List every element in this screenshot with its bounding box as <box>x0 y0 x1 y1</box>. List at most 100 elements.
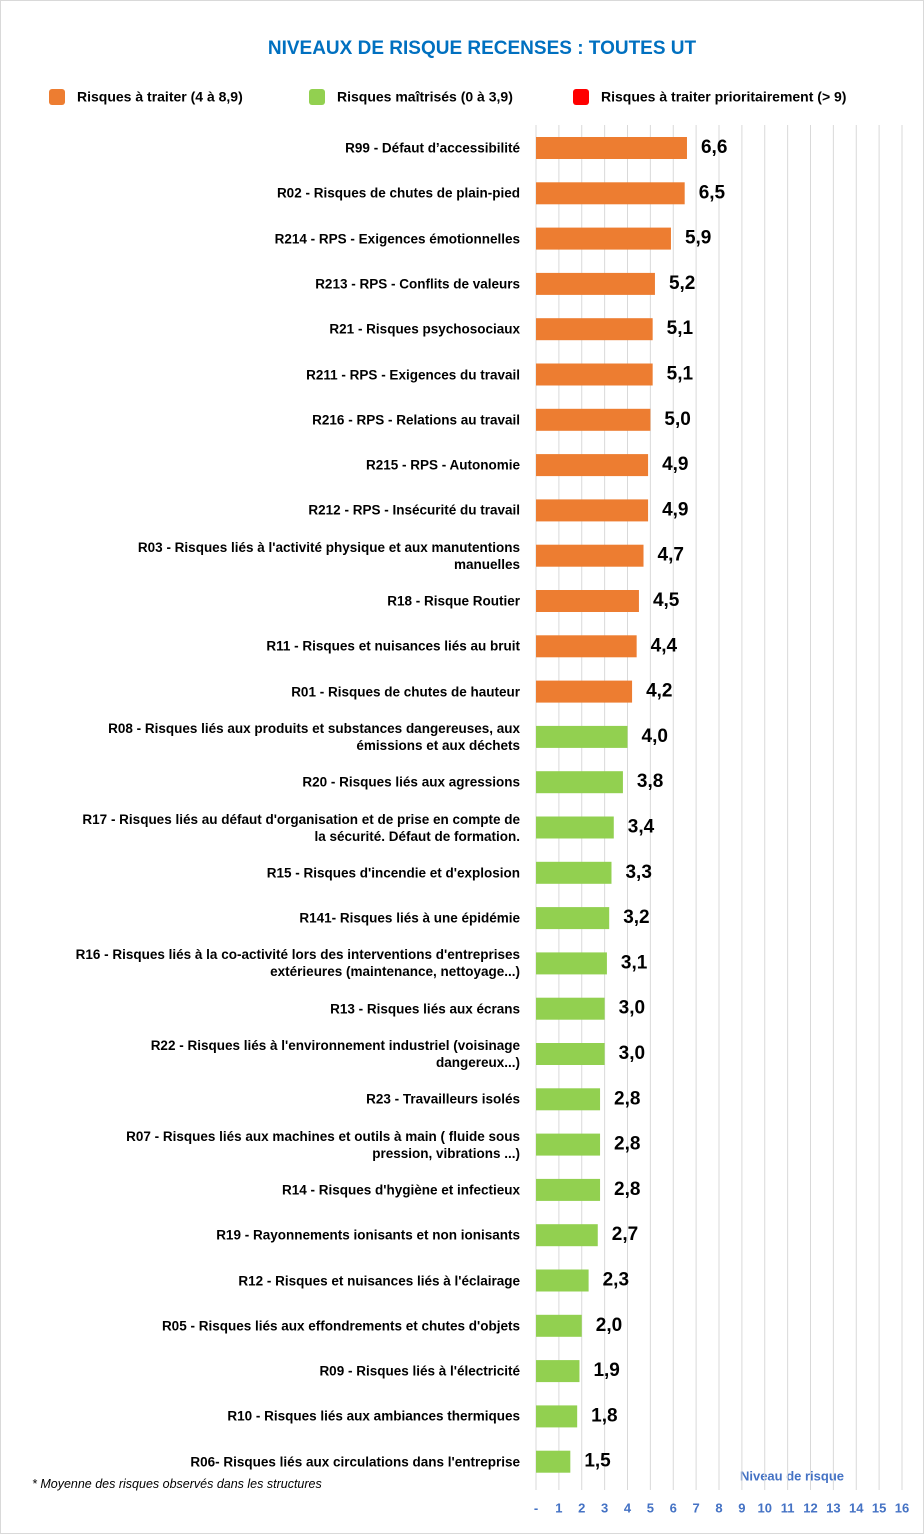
y-tick-label: R21 - Risques psychosociaux <box>329 321 520 337</box>
bar <box>536 952 607 975</box>
bar <box>536 499 649 522</box>
data-label: 2,0 <box>596 1315 622 1336</box>
y-tick-label: R15 - Risques d'incendie et d'explosion <box>266 865 520 881</box>
legend-swatch <box>49 89 65 105</box>
y-tick-label: R99 - Défaut d’accessibilité <box>345 140 520 156</box>
data-label: 3,8 <box>637 771 663 792</box>
bar <box>536 1314 582 1337</box>
data-label: 3,4 <box>628 817 655 838</box>
bar <box>536 1043 605 1065</box>
legend-label: Risques à traiter prioritairement (> 9) <box>601 89 846 105</box>
x-tick-label: 11 <box>781 1500 795 1515</box>
bar <box>536 544 644 567</box>
data-label: 4,0 <box>642 726 668 747</box>
bar <box>536 1269 589 1292</box>
y-tick-label: R22 - Risques liés à l'environnement ind… <box>150 1038 520 1070</box>
x-tick-label: 10 <box>758 1500 772 1515</box>
y-tick-label: R19 - Rayonnements ionisants et non ioni… <box>216 1227 520 1243</box>
data-label: 4,4 <box>651 635 678 656</box>
data-label: 1,5 <box>584 1451 611 1472</box>
y-tick-label: R213 - RPS - Conflits de valeurs <box>315 276 520 292</box>
bar <box>536 771 623 794</box>
y-tick-label: R23 - Travailleurs isolés <box>366 1091 520 1107</box>
x-tick-label: 7 <box>693 1500 700 1515</box>
bar <box>536 1450 571 1473</box>
bar <box>536 725 628 748</box>
x-tick-label: 16 <box>895 1500 909 1515</box>
bar <box>536 997 605 1020</box>
y-tick-label: R18 - Risque Routier <box>387 593 520 609</box>
bar <box>536 454 649 477</box>
y-tick-label: R216 - RPS - Relations au travail <box>312 412 520 428</box>
data-label: 5,1 <box>667 364 694 385</box>
y-tick-label: R06- Risques liés aux circulations dans … <box>190 1454 520 1470</box>
bar <box>536 182 685 205</box>
footnote: * Moyenne des risques observés dans les … <box>32 1477 322 1491</box>
data-label: 2,8 <box>614 1088 640 1109</box>
data-label: 2,8 <box>614 1179 640 1200</box>
bar <box>536 1224 598 1247</box>
data-label: 4,9 <box>662 499 688 520</box>
data-label: 5,2 <box>669 273 695 294</box>
bar <box>536 590 639 612</box>
y-tick-label: R17 - Risques liés au défaut d'organisat… <box>82 811 520 844</box>
data-label: 4,2 <box>646 681 672 702</box>
y-tick-label: R01 - Risques de chutes de hauteur <box>291 684 520 700</box>
bar <box>536 1133 601 1156</box>
bar <box>536 907 610 930</box>
y-tick-label: R09 - Risques liés à l'électricité <box>319 1363 520 1379</box>
data-label: 6,6 <box>701 137 727 158</box>
bar <box>536 680 633 703</box>
data-label: 2,3 <box>603 1270 629 1291</box>
x-axis-label: Niveau de risque <box>740 1468 844 1483</box>
data-label: 1,8 <box>591 1405 617 1426</box>
x-tick-label: 13 <box>826 1500 840 1515</box>
bar <box>536 272 655 295</box>
y-tick-label: R212 - RPS - Insécurité du travail <box>308 502 520 518</box>
y-tick-label: R12 - Risques et nuisances liés à l'écla… <box>238 1273 520 1288</box>
y-tick-label: R10 - Risques liés aux ambiances thermiq… <box>227 1408 520 1424</box>
bar <box>536 408 651 431</box>
x-tick-label: 12 <box>803 1500 817 1515</box>
bar <box>536 635 637 658</box>
y-tick-label: R141- Risques liés à une épidémie <box>299 910 520 926</box>
y-tick-label: R16 - Risques liés à la co-activité lors… <box>75 947 520 980</box>
x-tick-label: 3 <box>601 1500 608 1515</box>
y-tick-label: R02 - Risques de chutes de plain-pied <box>276 185 520 201</box>
bar <box>536 318 653 341</box>
bar <box>536 227 671 250</box>
data-label: 5,1 <box>667 318 694 339</box>
bar <box>536 1360 580 1383</box>
chart-title: NIVEAUX DE RISQUE RECENSES : TOUTES UT <box>268 38 697 59</box>
y-tick-label: R08 - Risques liés aux produits et subst… <box>108 720 520 753</box>
data-label: 2,8 <box>614 1134 640 1155</box>
data-label: 3,2 <box>623 907 649 928</box>
y-tick-label: R03 - Risques liés à l'activité physique… <box>137 539 520 572</box>
bar <box>536 861 612 884</box>
legend-label: Risques à traiter (4 à 8,9) <box>77 89 243 105</box>
y-tick-label: R07 - Risques liés aux machines et outil… <box>126 1128 520 1161</box>
data-label: 5,9 <box>685 228 711 249</box>
x-tick-label: 14 <box>849 1500 864 1515</box>
bar <box>536 137 687 159</box>
data-label: 4,9 <box>662 454 688 475</box>
x-tick-label: 2 <box>578 1500 585 1515</box>
x-tick-label: 6 <box>670 1500 677 1515</box>
y-tick-label: R214 - RPS - Exigences émotionnelles <box>274 231 520 247</box>
y-tick-label: R215 - RPS - Autonomie <box>365 457 520 473</box>
data-label: 6,5 <box>699 182 726 203</box>
legend-label: Risques maîtrisés (0 à 3,9) <box>337 89 513 105</box>
x-tick-label: 15 <box>872 1500 886 1515</box>
data-label: 5,0 <box>664 409 690 430</box>
bar <box>536 1178 601 1201</box>
x-tick-label: 1 <box>555 1500 562 1515</box>
data-label: 4,5 <box>653 590 680 611</box>
data-label: 1,9 <box>593 1360 619 1381</box>
x-tick-label: 4 <box>624 1500 632 1515</box>
data-label: 3,0 <box>619 1043 645 1064</box>
legend-swatch <box>309 89 325 105</box>
data-label: 3,3 <box>625 862 651 883</box>
